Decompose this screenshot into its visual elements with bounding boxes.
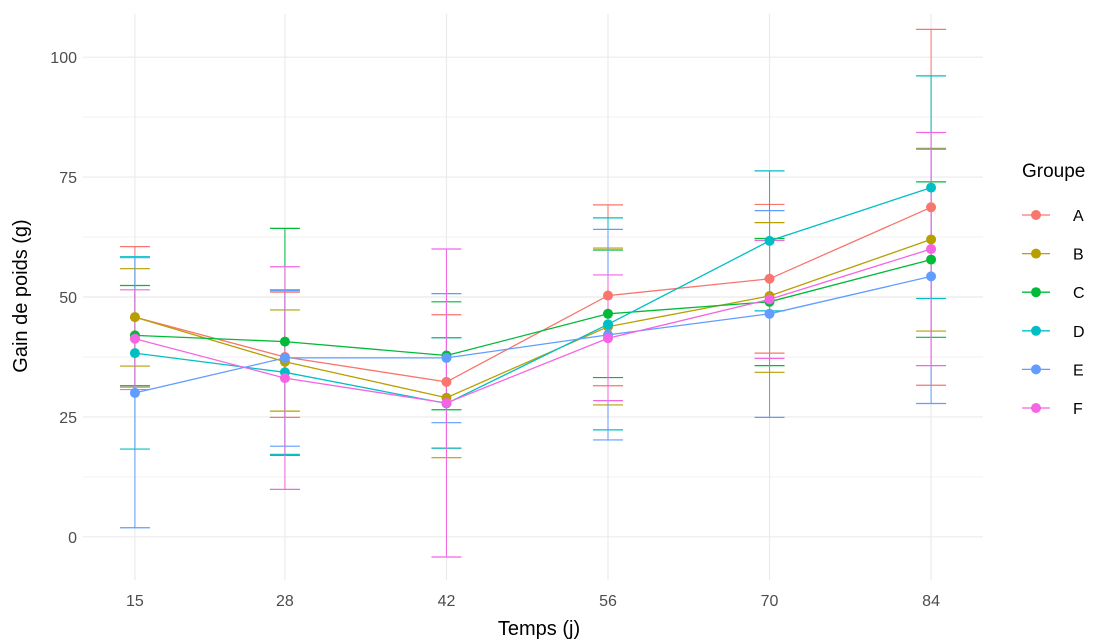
legend-point-key <box>1031 287 1041 298</box>
data-point-C <box>279 336 290 347</box>
y-tick-label: 25 <box>59 410 77 427</box>
data-point-E <box>441 352 452 363</box>
data-point-A <box>764 273 775 284</box>
grid <box>83 14 983 580</box>
data-point-F <box>764 294 775 305</box>
legend-point-key <box>1031 403 1041 413</box>
data-point-A <box>926 202 937 213</box>
data-point-B <box>926 234 937 245</box>
legend-label: C <box>1073 285 1085 302</box>
legend-point-key <box>1031 248 1041 259</box>
y-tick-label: 0 <box>68 530 77 547</box>
data-point-F <box>441 398 452 409</box>
series-line-A <box>134 206 932 383</box>
legend-point-key <box>1031 210 1041 220</box>
y-tick-label: 100 <box>50 50 77 67</box>
series-line-E <box>134 275 932 394</box>
y-axis-title: Gain de poids (g) <box>10 219 32 372</box>
x-axis-title: Temps (j) <box>498 618 580 639</box>
legend-label: D <box>1073 324 1085 341</box>
legend-label: A <box>1073 208 1084 225</box>
data-point-E <box>926 271 937 282</box>
series-line-F <box>134 248 932 404</box>
legend-entry-A: A <box>1022 208 1084 225</box>
x-tick-label: 84 <box>922 593 940 610</box>
data-point-E <box>129 387 140 398</box>
legend-label: B <box>1073 247 1084 264</box>
data-point-F <box>279 373 290 384</box>
data-point-F <box>129 333 140 344</box>
x-tick-label: 28 <box>276 593 294 610</box>
data-point-A <box>441 376 452 387</box>
series-lines <box>134 186 932 405</box>
data-point-C <box>926 254 937 265</box>
data-point-E <box>279 352 290 363</box>
legend-title: Groupe <box>1022 161 1085 182</box>
legend-entry-D: D <box>1022 324 1085 341</box>
legend-entry-E: E <box>1022 362 1084 379</box>
x-tick-label: 15 <box>126 593 144 610</box>
data-point-D <box>764 235 775 246</box>
series-line-C <box>134 258 932 357</box>
legend-entry-C: C <box>1022 285 1085 302</box>
x-tick-label: 70 <box>761 593 779 610</box>
series-line-D <box>134 186 932 405</box>
legend-label: E <box>1073 362 1084 379</box>
legend-entry-B: B <box>1022 247 1084 264</box>
series-line-B <box>134 238 932 399</box>
legend-point-key <box>1031 325 1041 336</box>
data-point-F <box>926 244 937 255</box>
data-point-C <box>603 308 613 319</box>
x-tick-label: 56 <box>599 593 617 610</box>
legend-label: F <box>1073 401 1083 418</box>
error-bars <box>119 28 947 558</box>
data-point-F <box>603 333 613 344</box>
data-point-D <box>926 182 937 193</box>
y-tick-label: 50 <box>59 290 77 307</box>
axes: 0 25 50 75 100 15 28 42 56 70 84 <box>50 50 940 610</box>
y-tick-label: 75 <box>59 170 77 187</box>
data-points <box>129 182 937 409</box>
data-point-E <box>764 308 775 319</box>
legend: Groupe A B C D E F <box>1022 161 1085 418</box>
data-point-D <box>129 348 140 359</box>
legend-point-key <box>1031 364 1041 375</box>
data-point-B <box>129 312 140 323</box>
data-point-A <box>603 290 613 301</box>
x-tick-label: 42 <box>438 593 456 610</box>
legend-entry-F: F <box>1022 401 1083 418</box>
data-point-D <box>603 319 613 330</box>
